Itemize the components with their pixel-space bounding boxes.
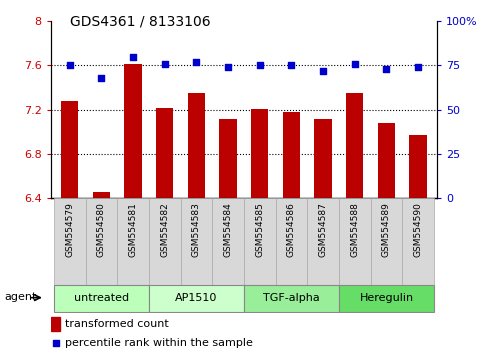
Bar bbox=[276, 198, 307, 285]
Bar bbox=[156, 108, 173, 198]
Text: Heregulin: Heregulin bbox=[359, 293, 413, 303]
Bar bbox=[219, 119, 237, 198]
Bar bbox=[117, 198, 149, 285]
Bar bbox=[54, 198, 85, 285]
Point bbox=[287, 63, 295, 68]
Text: GSM554579: GSM554579 bbox=[65, 202, 74, 257]
Bar bbox=[339, 198, 370, 285]
Bar bbox=[251, 109, 269, 198]
Text: GSM554588: GSM554588 bbox=[350, 202, 359, 257]
Point bbox=[224, 64, 232, 70]
Bar bbox=[212, 198, 244, 285]
Bar bbox=[188, 93, 205, 198]
Text: untreated: untreated bbox=[74, 293, 129, 303]
Text: AP1510: AP1510 bbox=[175, 293, 218, 303]
Bar bbox=[149, 285, 244, 312]
Bar bbox=[410, 135, 427, 198]
Text: TGF-alpha: TGF-alpha bbox=[263, 293, 320, 303]
Point bbox=[383, 66, 390, 72]
Bar bbox=[370, 198, 402, 285]
Text: GSM554589: GSM554589 bbox=[382, 202, 391, 257]
Bar bbox=[307, 198, 339, 285]
Bar bbox=[85, 198, 117, 285]
Text: GSM554583: GSM554583 bbox=[192, 202, 201, 257]
Text: GSM554581: GSM554581 bbox=[128, 202, 138, 257]
Bar bbox=[402, 198, 434, 285]
Bar bbox=[283, 112, 300, 198]
Text: percentile rank within the sample: percentile rank within the sample bbox=[65, 338, 253, 348]
Text: GSM554585: GSM554585 bbox=[255, 202, 264, 257]
Bar bbox=[378, 123, 395, 198]
Bar bbox=[314, 119, 332, 198]
Text: GSM554590: GSM554590 bbox=[413, 202, 423, 257]
Text: GSM554586: GSM554586 bbox=[287, 202, 296, 257]
Bar bbox=[61, 101, 78, 198]
Point bbox=[161, 61, 169, 67]
Point bbox=[256, 63, 264, 68]
Text: GSM554582: GSM554582 bbox=[160, 202, 169, 257]
Point bbox=[98, 75, 105, 81]
Text: GSM554580: GSM554580 bbox=[97, 202, 106, 257]
Text: transformed count: transformed count bbox=[65, 319, 169, 329]
Bar bbox=[244, 285, 339, 312]
Bar bbox=[54, 285, 149, 312]
Bar bbox=[339, 285, 434, 312]
Point bbox=[129, 54, 137, 59]
Point bbox=[286, 259, 294, 265]
Text: GDS4361 / 8133106: GDS4361 / 8133106 bbox=[70, 14, 211, 28]
Bar bbox=[181, 198, 212, 285]
Point bbox=[351, 61, 359, 67]
Text: GSM554587: GSM554587 bbox=[319, 202, 327, 257]
Bar bbox=[346, 93, 364, 198]
Point bbox=[319, 68, 327, 74]
Bar bbox=[124, 64, 142, 198]
Bar bbox=[51, 317, 60, 331]
Point bbox=[66, 63, 73, 68]
Bar bbox=[244, 198, 276, 285]
Point bbox=[193, 59, 200, 65]
Bar bbox=[149, 198, 181, 285]
Text: agent: agent bbox=[5, 292, 37, 302]
Text: GSM554584: GSM554584 bbox=[224, 202, 233, 257]
Point bbox=[414, 64, 422, 70]
Bar bbox=[93, 192, 110, 198]
